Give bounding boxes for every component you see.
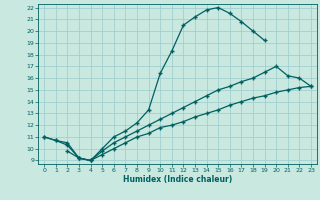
X-axis label: Humidex (Indice chaleur): Humidex (Indice chaleur) xyxy=(123,175,232,184)
